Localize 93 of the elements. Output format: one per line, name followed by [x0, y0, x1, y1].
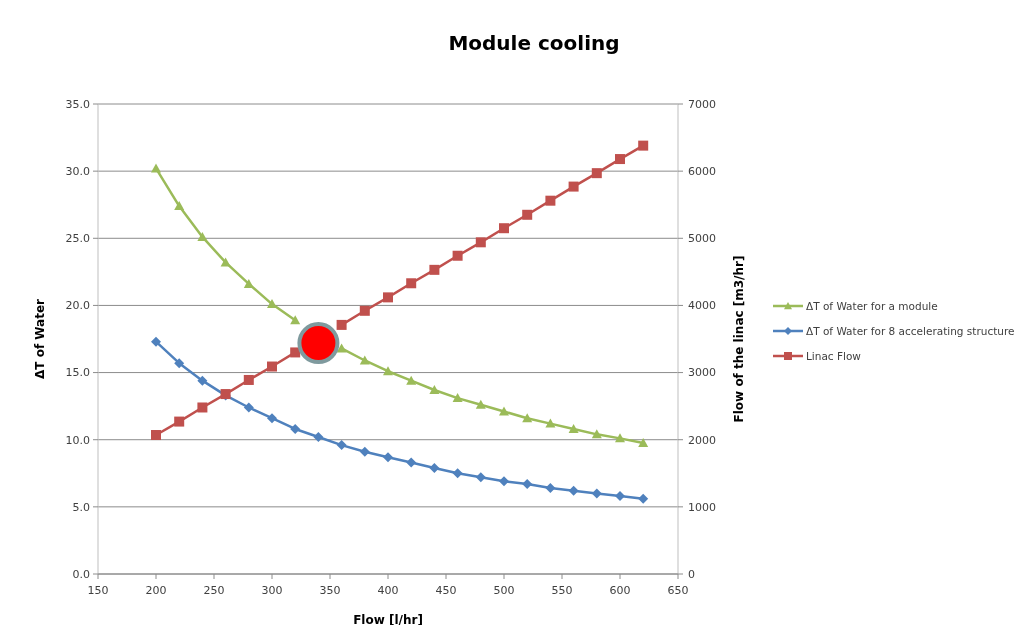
- legend-label: Linac Flow: [806, 349, 862, 362]
- x-axis-title: Flow [l/hr]: [353, 613, 423, 627]
- y-axis-title: ΔT of Water: [33, 298, 47, 379]
- point: [429, 462, 440, 473]
- point: [197, 402, 208, 413]
- point: [499, 476, 509, 487]
- y2-tick-label: 1000: [688, 500, 716, 514]
- point: [591, 429, 602, 439]
- y-tick-label: 35.0: [65, 97, 90, 111]
- point: [151, 336, 161, 347]
- y2-tick-label: 3000: [688, 366, 716, 380]
- x-tick-label: 250: [203, 584, 225, 597]
- point: [545, 195, 556, 206]
- y-tick-label: 10.0: [65, 433, 90, 447]
- point: [429, 385, 440, 395]
- y2-tick-label: 0: [688, 567, 695, 581]
- point: [243, 374, 254, 385]
- x-tick-label: 300: [261, 584, 283, 597]
- point: [197, 231, 208, 241]
- point: [568, 423, 579, 433]
- point: [568, 181, 579, 192]
- point: [290, 347, 301, 358]
- point: [638, 493, 649, 504]
- point: [243, 278, 254, 288]
- point: [174, 358, 185, 369]
- x-tick-label: 600: [609, 584, 631, 597]
- point: [290, 423, 301, 434]
- x-tick-label: 550: [551, 584, 573, 597]
- point: [267, 299, 277, 309]
- point: [545, 418, 556, 428]
- point: [243, 402, 254, 413]
- point: [475, 399, 486, 409]
- point: [568, 485, 579, 496]
- point: [151, 430, 161, 441]
- point: [615, 154, 625, 165]
- point: [452, 393, 463, 403]
- y-tick-label: 20.0: [65, 299, 90, 313]
- point: [475, 237, 486, 248]
- point: [406, 375, 417, 385]
- point: [267, 413, 277, 424]
- point: [475, 472, 486, 483]
- y-tick-label: 15.0: [65, 366, 90, 380]
- point: [452, 468, 463, 479]
- y2-tick-label: 7000: [688, 97, 716, 111]
- point: [359, 305, 370, 316]
- point: [267, 361, 277, 372]
- legend-label: ΔT of Water for a module: [806, 299, 938, 312]
- x-tick-label: 650: [667, 584, 689, 597]
- point: [174, 201, 185, 211]
- point: [452, 250, 463, 261]
- x-tick-label: 350: [319, 584, 341, 597]
- point: [406, 457, 417, 468]
- x-tick-label: 450: [435, 584, 457, 597]
- point: [499, 406, 509, 416]
- point: [638, 140, 649, 151]
- x-tick-label: 400: [377, 584, 399, 597]
- point: [429, 264, 440, 275]
- point: [615, 433, 625, 443]
- point: [522, 209, 533, 220]
- y-tick-label: 30.0: [65, 164, 90, 178]
- y-tick-label: 25.0: [65, 232, 90, 246]
- point: [522, 413, 533, 423]
- point: [359, 446, 370, 457]
- point: [406, 278, 417, 289]
- point: [591, 488, 602, 499]
- y2-tick-label: 6000: [688, 164, 716, 178]
- point: [383, 452, 393, 463]
- y-tick-label: 5.0: [72, 500, 90, 514]
- x-tick-label: 150: [87, 584, 109, 597]
- point: [290, 315, 301, 325]
- chart-title: Module cooling: [448, 31, 620, 55]
- point: [522, 479, 533, 490]
- x-tick-label: 200: [145, 584, 167, 597]
- point: [615, 491, 625, 502]
- y2-tick-label: 5000: [688, 232, 716, 246]
- point: [383, 366, 393, 376]
- y-tick-label: 0.0: [72, 567, 90, 581]
- point: [297, 322, 340, 365]
- legend-label: ΔT of Water for 8 accelerating structure: [806, 324, 1015, 337]
- point: [174, 416, 185, 427]
- point: [638, 438, 649, 448]
- point: [336, 319, 347, 330]
- point: [197, 375, 208, 386]
- point: [499, 223, 509, 234]
- point: [313, 432, 324, 443]
- y2-tick-label: 4000: [688, 299, 716, 313]
- point: [336, 440, 347, 451]
- point: [545, 483, 556, 494]
- y2-axis-title: Flow of the linac [m3/hr]: [732, 255, 746, 423]
- point: [591, 168, 602, 179]
- y2-tick-label: 2000: [688, 433, 716, 447]
- x-tick-label: 500: [493, 584, 515, 597]
- point: [383, 292, 393, 303]
